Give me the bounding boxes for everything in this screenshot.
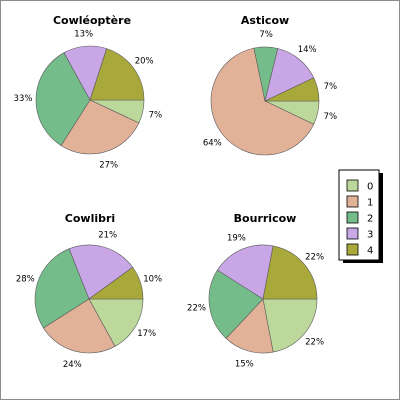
slice-value-label: 22%	[187, 303, 206, 313]
slice-value-label: 13%	[74, 29, 93, 39]
chart-title: Cowléoptère	[53, 14, 131, 27]
pie-slice-0	[88, 298, 144, 347]
slice-value-label: 20%	[135, 57, 154, 67]
chart-title: Asticow	[241, 14, 289, 27]
legend-label: 0	[367, 182, 373, 193]
legend-swatch-1	[346, 195, 359, 208]
pie-slice-4	[89, 48, 145, 101]
legend-label: 4	[367, 246, 373, 257]
slice-value-label: 7%	[324, 82, 338, 92]
pie-slice-3	[68, 244, 134, 300]
pie-slice-1	[210, 47, 315, 156]
slice-value-label: 64%	[203, 138, 222, 148]
pie-slice-2	[34, 248, 90, 329]
pie-slice-4	[88, 266, 144, 300]
pie-slice-0	[262, 298, 318, 353]
legend-label: 2	[367, 214, 373, 225]
slice-value-label: 19%	[227, 234, 246, 244]
slice-value-label: 27%	[99, 160, 118, 170]
pie-slice-1	[60, 99, 140, 155]
pie-slice-3	[216, 244, 274, 300]
slice-value-label: 7%	[149, 111, 163, 121]
legend-box	[338, 169, 380, 261]
slice-value-label: 17%	[137, 329, 156, 339]
slice-value-label: 33%	[14, 94, 33, 104]
slice-value-label: 7%	[324, 112, 338, 122]
pie-slice-4	[262, 245, 318, 300]
pie-chart: Asticow 7% 64% 7% 14% 7%	[203, 14, 338, 156]
legend-swatch-0	[346, 179, 359, 192]
legend-label: 3	[367, 230, 373, 241]
pie-slice-4	[264, 77, 320, 102]
legend-swatch-3	[346, 227, 359, 240]
chart-title: Bourricow	[234, 212, 297, 225]
slice-value-label: 14%	[298, 45, 317, 55]
slice-value-label: 28%	[16, 274, 35, 284]
pie-slice-1	[225, 298, 274, 354]
legend-swatch-2	[346, 211, 359, 224]
pie-slice-1	[42, 298, 116, 354]
slice-value-label: 22%	[305, 252, 324, 262]
pie-slice-2	[208, 269, 264, 339]
slice-value-label: 22%	[305, 338, 324, 348]
slice-value-label: 15%	[235, 359, 254, 369]
chart-title: Cowlibri	[65, 212, 115, 225]
slice-value-label: 24%	[63, 360, 82, 370]
slice-value-label: 21%	[98, 231, 117, 241]
pie-chart: Bourricow 22% 15% 22% 19% 22%	[187, 212, 324, 369]
pie-chart: Cowléoptère 7% 27% 33% 13% 20%	[14, 14, 163, 170]
legend-swatch-4	[346, 243, 359, 256]
slice-value-label: 10%	[143, 274, 162, 284]
legend: 0 1 2 3 4	[338, 169, 383, 263]
pie-chart: Cowlibri 17% 24% 28% 21% 10%	[16, 212, 162, 370]
slice-value-label: 7%	[259, 30, 273, 40]
legend-label: 1	[367, 198, 373, 209]
